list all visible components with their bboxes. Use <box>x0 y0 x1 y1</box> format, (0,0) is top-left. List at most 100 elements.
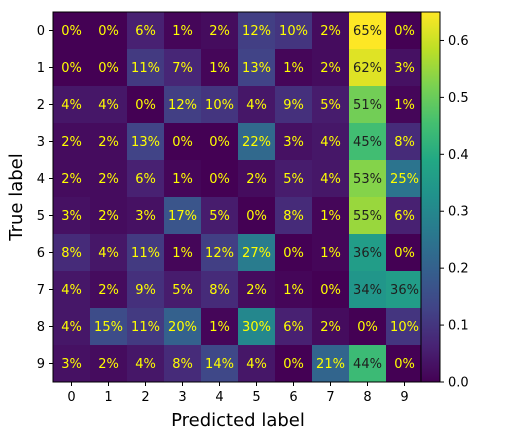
heatmap-cell <box>201 197 239 235</box>
heatmap-cell <box>164 271 202 309</box>
heatmap-cell <box>238 160 276 198</box>
y-tick-label: 5 <box>37 209 45 224</box>
y-tick-label: 7 <box>37 283 45 298</box>
cell-value-label: 4% <box>320 135 341 150</box>
heatmap-cell <box>201 49 239 87</box>
heatmap-cell <box>90 12 128 50</box>
cell-value-label: 10% <box>390 320 419 335</box>
heatmap-cell <box>386 345 424 383</box>
cell-value-label: 0% <box>61 61 82 76</box>
heatmap-cell <box>275 160 313 198</box>
heatmap-cell <box>349 123 387 161</box>
cell-value-label: 1% <box>209 320 230 335</box>
cell-value-label: 27% <box>242 246 271 261</box>
cell-value-label: 8% <box>172 357 193 372</box>
cell-value-label: 0% <box>394 357 415 372</box>
cell-value-label: 0% <box>209 172 230 187</box>
x-tick-label: 1 <box>104 390 112 405</box>
heatmap-cell <box>201 123 239 161</box>
cell-value-label: 0% <box>98 61 119 76</box>
cell-value-label: 1% <box>394 98 415 113</box>
heatmap-cell <box>312 160 350 198</box>
cell-value-label: 8% <box>283 209 304 224</box>
cell-value-label: 53% <box>353 172 382 187</box>
cell-value-label: 14% <box>205 357 234 372</box>
y-axis-label: True label <box>6 153 27 242</box>
heatmap-cell <box>53 308 91 346</box>
heatmap-cell <box>386 49 424 87</box>
heatmap-cell <box>164 308 202 346</box>
cell-value-label: 2% <box>320 61 341 76</box>
cell-value-label: 15% <box>94 320 123 335</box>
x-tick-label: 0 <box>67 390 75 405</box>
cell-value-label: 1% <box>172 172 193 187</box>
y-axis-ticks: 0 1 2 3 4 5 6 7 8 9 <box>37 24 53 372</box>
cell-value-label: 65% <box>353 24 382 39</box>
heatmap-cell <box>386 123 424 161</box>
cell-value-label: 8% <box>61 246 82 261</box>
cell-value-label: 2% <box>98 209 119 224</box>
x-tick-label: 2 <box>141 390 149 405</box>
heatmap-cell <box>53 12 91 50</box>
y-tick-label: 4 <box>37 172 45 187</box>
cell-value-label: 8% <box>209 283 230 298</box>
heatmap-cell <box>312 123 350 161</box>
x-tick-label: 7 <box>326 390 334 405</box>
x-tick-label: 6 <box>289 390 297 405</box>
heatmap-cell <box>53 271 91 309</box>
heatmap-cell <box>349 345 387 383</box>
heatmap-cell <box>386 86 424 124</box>
heatmap-cell <box>275 12 313 50</box>
cell-value-label: 11% <box>131 61 160 76</box>
cell-value-label: 51% <box>353 98 382 113</box>
cell-value-label: 13% <box>242 61 271 76</box>
heatmap-cell <box>275 234 313 272</box>
heatmap-cell <box>312 308 350 346</box>
cell-value-label: 3% <box>135 209 156 224</box>
colorbar-tick-label: 0.0 <box>448 376 469 391</box>
cell-value-label: 2% <box>209 24 230 39</box>
cell-value-label: 6% <box>283 320 304 335</box>
heatmap-cell <box>238 345 276 383</box>
cell-value-label: 4% <box>246 357 267 372</box>
cell-value-label: 6% <box>135 24 156 39</box>
heatmap-cell <box>386 160 424 198</box>
cell-value-label: 0% <box>172 135 193 150</box>
cell-value-label: 5% <box>209 209 230 224</box>
heatmap-cell <box>90 160 128 198</box>
cell-value-label: 20% <box>168 320 197 335</box>
cell-value-label: 4% <box>61 283 82 298</box>
cell-value-label: 11% <box>131 246 160 261</box>
cell-value-label: 22% <box>242 135 271 150</box>
cell-value-label: 3% <box>394 61 415 76</box>
heatmap-cell <box>90 234 128 272</box>
heatmap-cell <box>164 49 202 87</box>
cell-value-label: 5% <box>283 172 304 187</box>
heatmap-cell <box>127 308 165 346</box>
cell-value-label: 1% <box>320 246 341 261</box>
x-tick-label: 5 <box>252 390 260 405</box>
x-axis-ticks: 0 1 2 3 4 5 6 7 8 9 <box>67 382 409 405</box>
y-tick-label: 2 <box>37 98 45 113</box>
colorbar-tick-label: 0.4 <box>448 148 469 163</box>
cell-value-label: 5% <box>320 98 341 113</box>
heatmap-cell <box>238 271 276 309</box>
cell-value-label: 3% <box>61 209 82 224</box>
heatmap-cell <box>53 197 91 235</box>
heatmap-cell <box>164 197 202 235</box>
cell-value-label: 0% <box>394 24 415 39</box>
heatmap-cell <box>90 123 128 161</box>
cell-value-label: 21% <box>316 357 345 372</box>
heatmap-cell <box>238 123 276 161</box>
x-tick-label: 8 <box>363 390 371 405</box>
cell-value-label: 4% <box>61 320 82 335</box>
heatmap-cell <box>349 308 387 346</box>
cell-value-label: 2% <box>98 172 119 187</box>
heatmap-cell <box>349 49 387 87</box>
heatmap-cell <box>349 160 387 198</box>
cell-value-label: 9% <box>283 98 304 113</box>
cell-value-label: 2% <box>98 357 119 372</box>
heatmap-cell <box>201 308 239 346</box>
heatmap-cell <box>164 12 202 50</box>
colorbar-tick-label: 0.3 <box>448 205 469 220</box>
